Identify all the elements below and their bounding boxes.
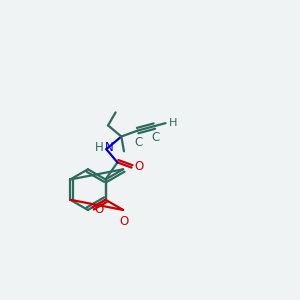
Text: H: H xyxy=(95,142,103,154)
Text: H: H xyxy=(169,118,177,128)
Text: O: O xyxy=(95,203,104,216)
Text: N: N xyxy=(105,142,114,154)
Text: C: C xyxy=(151,131,159,144)
Text: C: C xyxy=(135,136,143,149)
Text: O: O xyxy=(120,215,129,228)
Text: O: O xyxy=(134,160,144,173)
